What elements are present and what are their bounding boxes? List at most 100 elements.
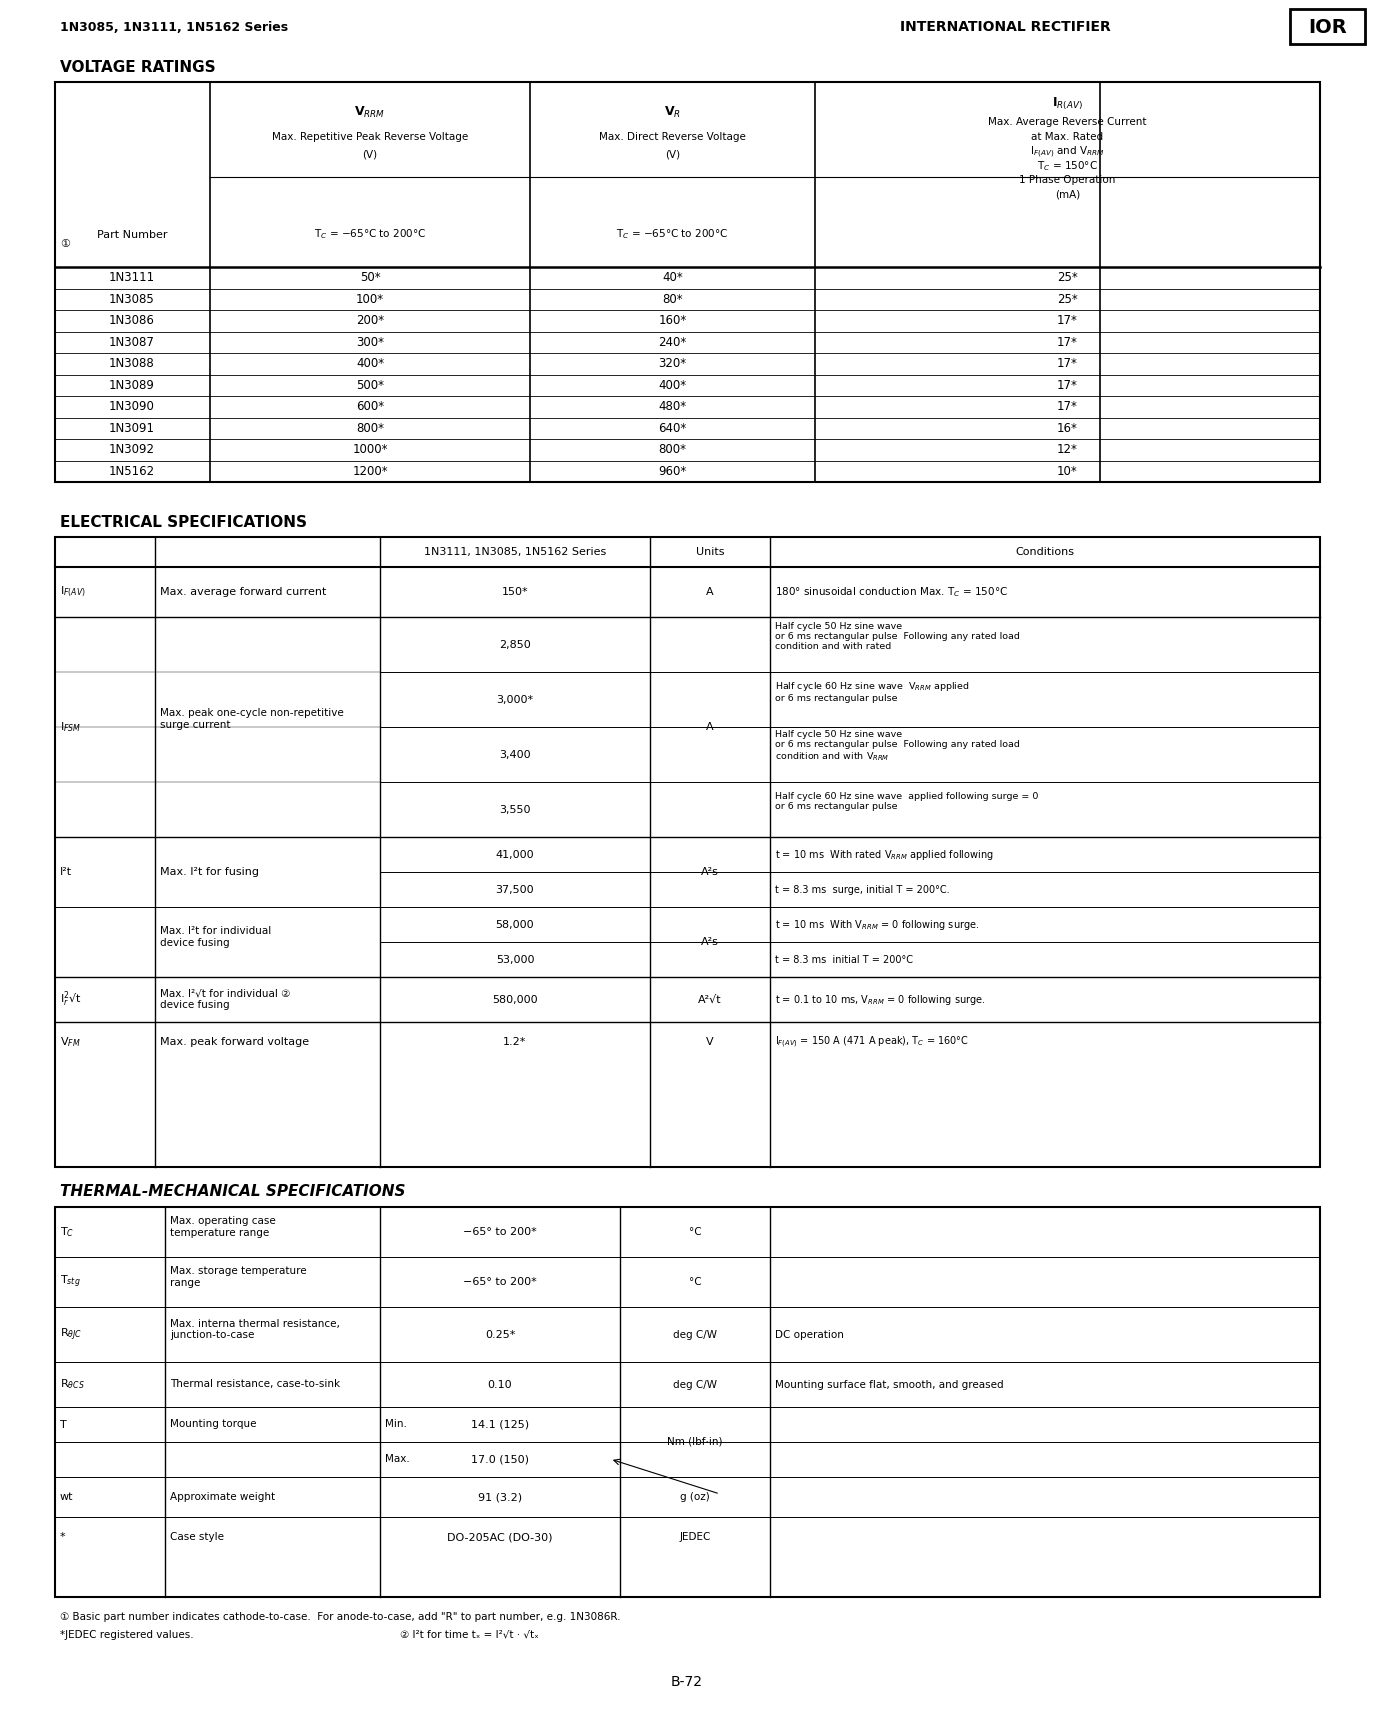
Text: 150*: 150* [502,587,528,597]
Text: V$_{RRM}$: V$_{RRM}$ [355,104,385,120]
Text: 25*: 25* [1057,293,1078,306]
Text: ① Basic part number indicates cathode-to-case.  For anode-to-case, add "R" to pa: ① Basic part number indicates cathode-to… [60,1613,620,1621]
Bar [1290,9,1365,45]
Text: I$_{F(AV)}$ and V$_{RRM}$: I$_{F(AV)}$ and V$_{RRM}$ [1030,144,1106,159]
Text: Max. average forward current: Max. average forward current [160,587,326,597]
Text: Half cycle 50 Hz sine wave
or 6 ms rectangular pulse  Following any rated load
c: Half cycle 50 Hz sine wave or 6 ms recta… [775,621,1020,651]
Text: at Max. Rated: at Max. Rated [1031,132,1104,142]
Text: Max. Average Reverse Current: Max. Average Reverse Current [989,116,1147,127]
Text: INTERNATIONAL RECTIFIER: INTERNATIONAL RECTIFIER [901,21,1111,34]
Text: T$_{stg}$: T$_{stg}$ [60,1274,81,1291]
Text: −65° to 200*: −65° to 200* [463,1277,536,1287]
Text: Case style: Case style [170,1532,224,1543]
Text: 17*: 17* [1057,315,1078,327]
Text: deg C/W: deg C/W [672,1330,716,1339]
Text: 0.25*: 0.25* [485,1330,516,1339]
Text: Max. interna thermal resistance,
junction-to-case: Max. interna thermal resistance, junctio… [170,1318,340,1340]
Text: 17*: 17* [1057,378,1078,392]
Text: R$_{\theta JC}$: R$_{\theta JC}$ [60,1327,82,1342]
Text: (V): (V) [666,149,681,159]
Text: 1 Phase Operation: 1 Phase Operation [1019,175,1115,185]
Text: V$_{R}$: V$_{R}$ [664,104,681,120]
Text: 1N3085, 1N3111, 1N5162 Series: 1N3085, 1N3111, 1N5162 Series [60,21,289,34]
Text: T$_{C}$ = −65°C to 200°C: T$_{C}$ = −65°C to 200°C [616,228,729,241]
Text: 80*: 80* [663,293,683,306]
Text: wt: wt [60,1491,73,1501]
Text: 200*: 200* [356,315,384,327]
Text: R$_{\theta CS}$: R$_{\theta CS}$ [60,1378,85,1392]
Text: T$_{C}$ = 150°C: T$_{C}$ = 150°C [1037,159,1099,173]
Text: 10*: 10* [1057,464,1078,478]
Text: Max. storage temperature
range: Max. storage temperature range [170,1267,307,1287]
Bar [55,538,1320,1168]
Text: 1200*: 1200* [352,464,388,478]
Text: 180° sinusoidal conduction Max. T$_{C}$ = 150°C: 180° sinusoidal conduction Max. T$_{C}$ … [775,586,1008,599]
Text: 800*: 800* [659,443,686,457]
Text: Min.: Min. [385,1419,407,1430]
Text: 3,400: 3,400 [499,750,531,760]
Text: t = 0.1 to 10 ms, V$_{RRM}$ = 0 following surge.: t = 0.1 to 10 ms, V$_{RRM}$ = 0 followin… [775,993,986,1007]
Text: 41,000: 41,000 [495,849,535,859]
Text: ELECTRICAL SPECIFICATIONS: ELECTRICAL SPECIFICATIONS [60,515,307,529]
Text: 40*: 40* [663,270,683,284]
Text: 17*: 17* [1057,336,1078,349]
Text: 580,000: 580,000 [492,995,538,1005]
Text: A: A [707,722,714,733]
Text: A²s: A²s [701,866,719,877]
Text: *JEDEC registered values.: *JEDEC registered values. [60,1630,194,1640]
Text: T$_{C}$: T$_{C}$ [60,1226,74,1239]
Text: 1N3091: 1N3091 [109,421,155,435]
Text: T$_{C}$ = −65°C to 200°C: T$_{C}$ = −65°C to 200°C [314,228,426,241]
Text: 320*: 320* [659,358,686,370]
Text: 1N5162: 1N5162 [109,464,155,478]
Text: Units: Units [696,548,725,556]
Text: Max. I²t for individual
device fusing: Max. I²t for individual device fusing [160,926,271,948]
Bar [55,1207,1320,1597]
Text: 58,000: 58,000 [495,919,535,930]
Text: V$_{FM}$: V$_{FM}$ [60,1036,81,1049]
Text: 600*: 600* [356,401,384,413]
Text: 400*: 400* [356,358,384,370]
Text: T: T [60,1419,67,1430]
Text: Max. Direct Reverse Voltage: Max. Direct Reverse Voltage [600,132,745,142]
Text: 17*: 17* [1057,401,1078,413]
Text: −65° to 200*: −65° to 200* [463,1228,536,1238]
Text: 2,850: 2,850 [499,640,531,649]
Text: 3,550: 3,550 [499,805,531,815]
Text: I$_{FSM}$: I$_{FSM}$ [60,721,81,734]
Text: Max. peak forward voltage: Max. peak forward voltage [160,1037,309,1048]
Text: Max. I²√t for individual ②
device fusing: Max. I²√t for individual ② device fusing [160,990,290,1010]
Text: VOLTAGE RATINGS: VOLTAGE RATINGS [60,60,216,75]
Text: 53,000: 53,000 [496,955,535,964]
Text: 1N3111, 1N3085, 1N5162 Series: 1N3111, 1N3085, 1N5162 Series [424,548,606,556]
Text: 1N3092: 1N3092 [109,443,155,457]
Text: 500*: 500* [356,378,384,392]
Text: I$_{F(AV)}$ = 150 A (471 A peak), T$_{C}$ = 160°C: I$_{F(AV)}$ = 150 A (471 A peak), T$_{C}… [775,1034,969,1049]
Text: Thermal resistance, case-to-sink: Thermal resistance, case-to-sink [170,1380,340,1390]
Text: 0.10: 0.10 [488,1380,513,1390]
Text: Max.: Max. [385,1453,410,1464]
Text: 240*: 240* [659,336,686,349]
Text: THERMAL-MECHANICAL SPECIFICATIONS: THERMAL-MECHANICAL SPECIFICATIONS [60,1185,406,1200]
Text: B-72: B-72 [671,1674,703,1690]
Text: I²t: I²t [60,866,72,877]
Text: JEDEC: JEDEC [679,1532,711,1543]
Text: 3,000*: 3,000* [496,695,534,705]
Text: 1N3111: 1N3111 [109,270,155,284]
Text: 300*: 300* [356,336,384,349]
Text: 1N3090: 1N3090 [109,401,155,413]
Text: 1000*: 1000* [352,443,388,457]
Text: Mounting surface flat, smooth, and greased: Mounting surface flat, smooth, and greas… [775,1380,1004,1390]
Bar [55,82,1320,483]
Text: 1N3087: 1N3087 [109,336,155,349]
Text: I$_{r}^{2}$√t: I$_{r}^{2}$√t [60,990,82,1010]
Text: Approximate weight: Approximate weight [170,1491,275,1501]
Text: t = 10 ms  With V$_{RRM}$ = 0 following surge.: t = 10 ms With V$_{RRM}$ = 0 following s… [775,918,979,931]
Text: 160*: 160* [659,315,686,327]
Text: 37,500: 37,500 [495,885,535,894]
Text: A²s: A²s [701,936,719,947]
Text: ② I²t for time tₓ = I²√t · √tₓ: ② I²t for time tₓ = I²√t · √tₓ [400,1630,539,1640]
Text: DO-205AC (DO-30): DO-205AC (DO-30) [447,1532,553,1543]
Text: Max. Repetitive Peak Reverse Voltage: Max. Repetitive Peak Reverse Voltage [272,132,468,142]
Text: Max. operating case
temperature range: Max. operating case temperature range [170,1216,276,1238]
